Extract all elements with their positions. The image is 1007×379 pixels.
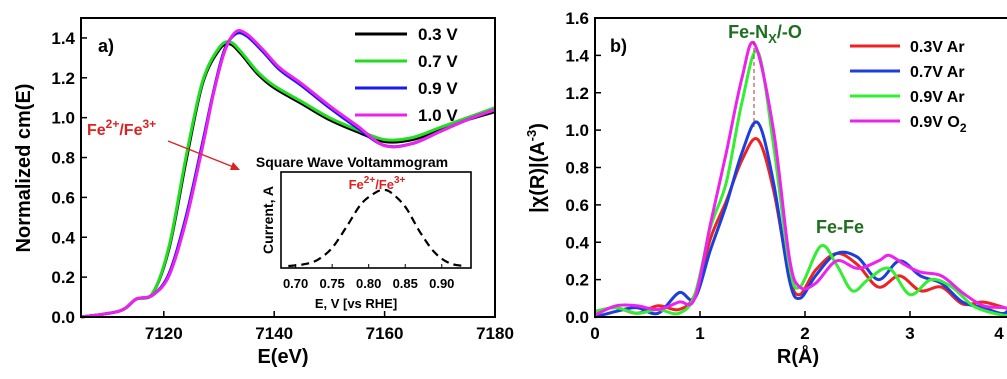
b-ytick-label-2: 0.4 <box>565 233 589 252</box>
anno-a-mid: /Fe <box>119 122 142 139</box>
b-ytick-label-8: 1.6 <box>565 9 589 28</box>
a-xtick-label-2: 7160 <box>366 324 404 343</box>
panel-b-x-ticks: 0 1 2 3 4 <box>590 311 1004 343</box>
b-ytick-label-6: 1.2 <box>565 84 589 103</box>
b-xtick-label-0: 0 <box>590 324 599 343</box>
inset-title: Square Wave Voltammogram <box>256 154 448 170</box>
panel-b: 0.0 0.2 0.4 0.6 0.8 1.0 1.2 1.4 1.6 0 1 2 3 4 b) R(Å… <box>524 9 1007 368</box>
panel-a-legend: 0.3 V 0.7 V 0.9 V 1.0 V <box>355 25 458 125</box>
a-xtick-label-3: 7180 <box>476 324 514 343</box>
inset-xtick-label-4: 0.90 <box>429 276 454 291</box>
b-ytick-label-7: 1.4 <box>565 46 589 65</box>
panel-a-x-ticks: 7120 7140 7160 7180 <box>145 311 514 343</box>
b-ytick-label-1: 0.2 <box>565 271 589 290</box>
a-xtick-label-0: 7120 <box>145 324 183 343</box>
panel-a-label: a) <box>98 36 114 56</box>
panel-a-annotation: Fe2+/Fe3+ <box>87 117 240 170</box>
panel-a-y-axis-label: Normalized cm(E) <box>13 84 35 253</box>
inset-series <box>288 188 464 268</box>
b-xtick-label-4: 4 <box>994 324 1004 343</box>
panel-a-series <box>80 29 496 319</box>
panel-b-x-axis-label: R(Å) <box>777 344 819 368</box>
b-ytick-label-5: 1.0 <box>565 121 589 140</box>
legend-b-label-1: 0.7V Ar <box>910 64 965 81</box>
inset-curve-0 <box>288 188 464 268</box>
legend-b-label-2: 0.9V Ar <box>910 89 965 106</box>
legend-b-label-3: 0.9V O2 <box>910 114 967 135</box>
a-ytick-label-0: 0.0 <box>51 308 75 327</box>
peak1-text: Fe-N <box>728 22 768 42</box>
legend-a-label-3: 1.0 V <box>418 106 458 125</box>
panel-a-y-ticks: 0.0 0.2 0.4 0.6 0.8 1.0 1.2 1.4 <box>51 29 87 327</box>
b-ylabel-mid: (R)|(A <box>527 141 549 195</box>
a-ytick-label-5: 1.0 <box>51 109 75 128</box>
peak1-post: /-O <box>777 22 802 42</box>
inset-xtick-label-3: 0.85 <box>393 276 418 291</box>
a-ytick-label-3: 0.6 <box>51 188 75 207</box>
a-ytick-label-4: 0.8 <box>51 149 75 168</box>
series-a-line-3 <box>80 29 496 319</box>
panel-a: 0.0 0.2 0.4 0.6 0.8 1.0 1.2 1.4 7120 7140 7160 718… <box>13 17 514 368</box>
inset-annotation: Fe2+/Fe3+ <box>349 175 406 192</box>
inset-frame <box>280 171 472 269</box>
inset-xtick-label-0: 0.70 <box>283 276 308 291</box>
inset-xtick-label-1: 0.75 <box>319 276 344 291</box>
peak-label-fe-fe: Fe-Fe <box>816 217 864 237</box>
a-ytick-label-7: 1.4 <box>51 29 75 48</box>
panel-b-frame <box>594 17 1007 318</box>
b-xtick-label-2: 2 <box>800 324 809 343</box>
legend-a-label-1: 0.7 V <box>418 52 458 71</box>
panel-b-series <box>594 40 1007 319</box>
b-ytick-label-0: 0.0 <box>565 308 589 327</box>
inset-x-axis-label: E, V [vs RHE] <box>315 296 397 311</box>
series-b-line-1 <box>594 120 1007 319</box>
anno-a-sup1: 2+ <box>106 117 120 131</box>
a-ytick-label-6: 1.2 <box>51 69 75 88</box>
panel-b-y-ticks: 0.0 0.2 0.4 0.6 0.8 1.0 1.2 1.4 1.6 <box>565 9 601 327</box>
panel-a-inset: Square Wave Voltammogram Fe2+/Fe3+ 0.70 0… <box>256 154 472 311</box>
series-b-line-3 <box>594 40 1007 317</box>
panel-a-x-axis-label: E(eV) <box>257 346 308 368</box>
anno-inset-sup1: 2+ <box>364 175 376 186</box>
legend-a-label-0: 0.3 V <box>418 25 458 44</box>
legend-b-label-3-sub: 2 <box>960 121 967 135</box>
b-xtick-label-1: 1 <box>695 324 704 343</box>
inset-y-axis-label: Current, A <box>260 186 276 254</box>
series-a-line-1 <box>80 40 496 319</box>
a-ytick-label-2: 0.4 <box>51 228 75 247</box>
b-ytick-label-4: 0.8 <box>565 159 589 178</box>
panel-a-frame <box>80 17 496 318</box>
panel-a-annotation-arrowhead <box>230 162 240 170</box>
panel-a-annotation-text: Fe2+/Fe3+ <box>87 117 156 139</box>
inset-xtick-label-2: 0.80 <box>356 276 381 291</box>
b-ylabel-post: ) <box>527 123 549 130</box>
b-ylabel-sup: -3 <box>524 130 539 142</box>
panel-b-legend: 0.3V Ar 0.7V Ar 0.9V Ar 0.9V O2 <box>850 39 967 135</box>
legend-a-label-2: 0.9 V <box>418 79 458 98</box>
anno-a-sup2: 3+ <box>142 117 156 131</box>
a-ytick-label-1: 0.2 <box>51 268 75 287</box>
panel-a-annotation-arrow-line <box>167 140 237 169</box>
peak-label-fe-n-o: Fe-NX/-O <box>728 22 802 46</box>
legend-b-label-0: 0.3V Ar <box>910 39 965 56</box>
legend-b-label-3-main: 0.9V O <box>910 114 960 131</box>
panel-b-label: b) <box>610 36 627 56</box>
anno-inset-sup2: 3+ <box>394 175 406 186</box>
peak1-sub: X <box>768 31 777 46</box>
b-ylabel-chi: χ <box>527 195 549 207</box>
inset-x-ticks: 0.70 0.75 0.80 0.85 0.90 <box>283 264 454 291</box>
b-ylabel-pre: | <box>527 207 549 213</box>
b-ytick-label-3: 0.6 <box>565 196 589 215</box>
anno-a-main: Fe <box>87 122 106 139</box>
anno-inset-main: Fe <box>349 177 364 192</box>
b-xtick-label-3: 3 <box>905 324 914 343</box>
a-xtick-label-1: 7140 <box>255 324 293 343</box>
panel-b-y-axis-label: |χ(R)|(A-3) <box>524 123 549 213</box>
anno-inset-mid: /Fe <box>375 177 394 192</box>
